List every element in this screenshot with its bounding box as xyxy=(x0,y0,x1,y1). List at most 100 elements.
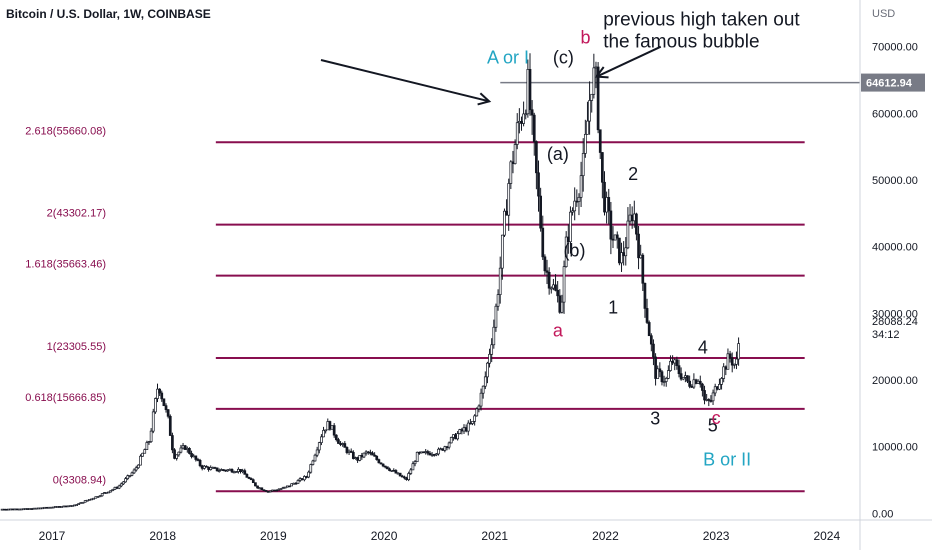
x-tick-label: 2017 xyxy=(39,529,66,543)
wave-label: (a) xyxy=(547,144,569,164)
candle-body xyxy=(722,366,726,379)
candle-body xyxy=(647,322,651,337)
candle-body xyxy=(575,200,579,203)
wave-label: b xyxy=(581,27,591,47)
candle-body xyxy=(613,234,617,241)
candle-body xyxy=(724,366,728,370)
candle-body xyxy=(481,385,485,394)
candle-body xyxy=(356,457,359,461)
candle-body xyxy=(211,467,215,469)
candle-body xyxy=(428,452,432,456)
candle-body xyxy=(68,505,72,508)
candle-body xyxy=(137,464,140,469)
candle-body xyxy=(434,453,438,456)
candle-body xyxy=(113,486,117,490)
candle-body xyxy=(328,421,332,430)
candle-body xyxy=(596,66,600,131)
candle-body xyxy=(226,469,230,472)
candle-body xyxy=(288,485,291,488)
candle-body xyxy=(601,152,604,183)
candle-body xyxy=(424,451,428,453)
candle-body xyxy=(177,451,181,456)
candle-body xyxy=(158,388,161,394)
candle-body xyxy=(411,463,415,471)
candle-body xyxy=(615,234,619,239)
arrow-head xyxy=(594,66,609,79)
candle-body xyxy=(637,233,640,259)
candle-body xyxy=(535,141,538,174)
candle-body xyxy=(564,236,568,268)
candle-body xyxy=(309,464,313,473)
candle-body xyxy=(498,267,502,295)
candle-body xyxy=(273,489,276,492)
wave-label: (b) xyxy=(563,241,585,261)
candle-body xyxy=(300,478,304,481)
candle-body xyxy=(688,380,691,387)
wave-label: 4 xyxy=(698,337,708,357)
candle-body xyxy=(62,505,66,508)
candle-body xyxy=(707,399,711,401)
x-tick-label: 2024 xyxy=(813,529,840,543)
candle-body xyxy=(79,502,83,504)
candle-body xyxy=(232,471,236,474)
candle-body xyxy=(496,294,500,307)
candle-body xyxy=(373,454,376,457)
candle-body xyxy=(515,122,519,145)
candle-body xyxy=(128,475,132,477)
candle-body xyxy=(483,376,487,387)
candle-body xyxy=(36,507,40,510)
candle-body xyxy=(432,454,436,456)
x-axis[interactable]: 2017 2018 2019 2020 2021 2022 2023 2024 xyxy=(39,529,841,543)
candle-body xyxy=(698,380,702,385)
candle-body xyxy=(39,507,42,510)
y-axis[interactable]: 0.00 10000.00 20000.00 30000.00 40000.00 5000… xyxy=(872,42,918,521)
candle-body xyxy=(524,113,528,116)
candle-body xyxy=(151,411,155,432)
candle-body xyxy=(526,69,530,115)
x-tick-label: 2019 xyxy=(260,529,287,543)
candle-body xyxy=(383,465,387,468)
candle-body xyxy=(53,506,57,508)
candle-body xyxy=(666,370,670,379)
candle-body xyxy=(96,496,100,498)
candle-body xyxy=(662,381,666,383)
candle-body xyxy=(209,467,213,470)
candle-body xyxy=(732,363,736,366)
x-tick-label: 2021 xyxy=(481,529,508,543)
candle-body xyxy=(294,482,298,485)
candle-body xyxy=(185,448,189,450)
candle-body xyxy=(58,506,61,508)
y-tick-label: 10000.00 xyxy=(872,442,918,454)
candle-body xyxy=(28,508,32,510)
candle-body xyxy=(439,448,442,451)
candle-body xyxy=(607,197,611,212)
candle-body xyxy=(690,386,694,388)
candle-body xyxy=(337,439,340,444)
candle-body xyxy=(164,405,168,410)
candle-body xyxy=(464,427,468,432)
candle-body xyxy=(92,497,96,500)
candle-body xyxy=(217,470,221,472)
candle-body xyxy=(715,386,719,390)
candle-body xyxy=(22,508,25,511)
y-tick-label: 0.00 xyxy=(872,508,893,520)
candle-body xyxy=(56,506,59,508)
candle-body xyxy=(518,121,521,124)
candle-body xyxy=(720,378,723,385)
candle-body xyxy=(545,270,549,273)
candle-body xyxy=(190,453,193,457)
plot-area: 2.618(55660.08) 2(43302.17) 1.618(35663.46… xyxy=(0,9,860,511)
candle-body xyxy=(407,473,411,481)
candle-body xyxy=(41,507,44,510)
x-tick-label: 2020 xyxy=(371,529,398,543)
candle-body xyxy=(268,490,272,493)
candle-body xyxy=(175,454,179,459)
candle-body xyxy=(454,434,457,440)
candle-body xyxy=(532,114,536,142)
candle-body xyxy=(64,505,68,508)
candle-body xyxy=(324,429,328,432)
candle-body xyxy=(711,392,715,402)
candle-body xyxy=(49,506,53,509)
